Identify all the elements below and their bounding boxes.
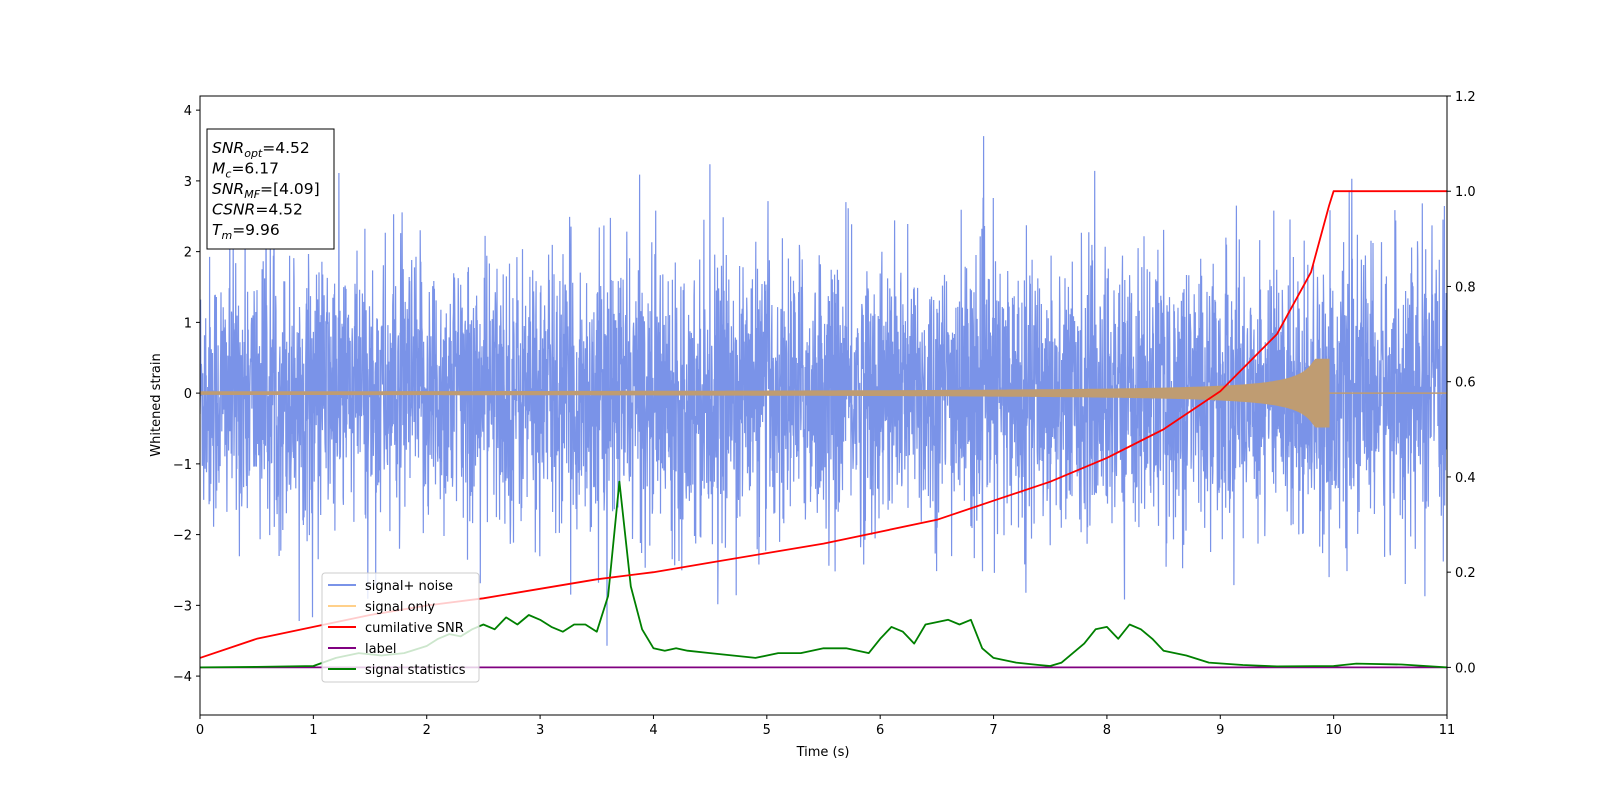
y-axis-label: Whitened strain [149,353,164,456]
y2-tick-label: 0.8 [1455,280,1476,295]
annotation-subscript: c [225,168,231,181]
x-tick-label: 6 [876,723,884,738]
annotation-subscript: MF [244,188,260,201]
y-tick-label: −4 [173,670,192,685]
legend: signal+ noise signal only cumilative SNR la… [321,572,480,683]
annotation-value: =4.52 [255,201,303,219]
x-axis-label: Time (s) [796,745,850,760]
annotation-subscript: opt [244,147,263,160]
annotation-symbol: SNR [212,139,244,157]
y-tick-label: 0 [184,387,192,402]
annotation-line: Tm=9.96 [212,221,280,242]
legend-label: signal only [365,600,435,615]
annotation-line: SNRopt=4.52 [212,139,310,160]
x-tick-label: 8 [1103,723,1111,738]
y-tick-label: 4 [184,104,192,119]
annotation-line: CSNR=4.52 [212,201,303,219]
annotation-value: =[4.09] [260,180,320,198]
series-signal-noise-line [200,136,1447,646]
x-tick-label: 7 [989,723,997,738]
annotation-frame [206,128,335,250]
annotation-subscript: m [221,229,232,242]
series-signal-only-envelope [200,358,1330,428]
y-tick-label: −1 [173,458,192,473]
y2-tick-label: 0.4 [1455,471,1476,486]
y-tick-label: −3 [173,599,192,614]
annotation-value: =9.96 [232,221,280,239]
annotation-symbol: M [212,160,225,178]
x-tick-label: 1 [309,723,317,738]
x-tick-label: 9 [1216,723,1224,738]
annotation-symbol: T [212,221,223,239]
series-signal-statistics-line [200,480,1447,669]
x-tick-label: 2 [423,723,431,738]
y2-tick-label: 1.0 [1455,185,1476,200]
legend-frame [321,572,480,683]
y-tick-label: 1 [184,316,192,331]
y2-tick-label: 0.0 [1455,661,1476,676]
legend-label: cumilative SNR [365,621,464,636]
legend-label: label [365,642,396,657]
annotation-value: =6.17 [231,160,279,178]
annotation-symbol: SNR [212,180,244,198]
annotation-symbol: CSNR [212,201,255,219]
legend-label: signal+ noise [365,579,453,594]
annotation-line: SNRMF=[4.09] [212,180,320,201]
annotation-value: =4.52 [262,139,310,157]
y-tick-label: −2 [173,529,192,544]
x-tick-label: 10 [1325,723,1342,738]
y-tick-label: 3 [184,175,192,190]
y-tick-label: 2 [184,246,192,261]
x-tick-label: 0 [196,723,204,738]
stats-annotation-box: SNRopt=4.52Mc=6.17SNRMF=[4.09]CSNR=4.52T… [206,128,335,250]
x-tick-label: 3 [536,723,544,738]
annotation-line: Mc=6.17 [212,160,279,181]
legend-label: signal statistics [365,663,466,678]
x-tick-label: 5 [763,723,771,738]
x-tick-label: 11 [1439,723,1456,738]
axis-ticks: 0 1 2 3 4 5 6 7 8 9 10 11 −4 −3 −2 −1 0 1 2 3 4 0.0 0.2 0.4 0.6 0… [173,90,1476,738]
axes-frame [199,95,1448,716]
y2-tick-label: 0.2 [1455,566,1476,581]
y2-tick-label: 1.2 [1455,90,1476,105]
y2-tick-label: 0.6 [1455,376,1476,391]
x-tick-label: 4 [649,723,657,738]
